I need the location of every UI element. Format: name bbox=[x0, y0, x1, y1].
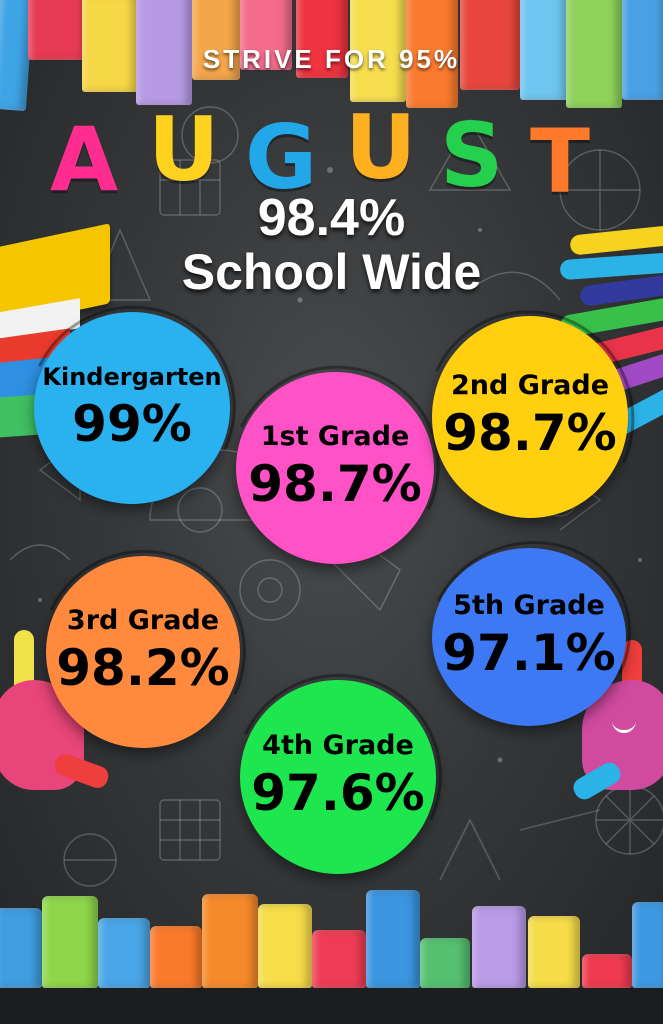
grade-name: 3rd Grade bbox=[66, 605, 220, 636]
bottom-chalk-row bbox=[0, 890, 663, 990]
bottom-edge-strip bbox=[0, 988, 663, 1024]
tagline: STRIVE FOR 95% bbox=[202, 44, 461, 74]
chalk-stick bbox=[528, 916, 580, 988]
month-letter: T bbox=[530, 110, 591, 213]
chalk-stick bbox=[202, 894, 258, 988]
grade-percentage: 97.1% bbox=[442, 624, 616, 682]
grade-percentage: 97.6% bbox=[251, 764, 425, 822]
chalk-stick bbox=[0, 908, 42, 988]
grade-percentage: 98.7% bbox=[248, 455, 422, 513]
chalk-stick bbox=[312, 930, 366, 988]
grade-name: 5th Grade bbox=[453, 590, 605, 621]
chalk-stick bbox=[406, 0, 458, 108]
chalk-stick bbox=[98, 918, 150, 988]
grade-name: 2nd Grade bbox=[450, 370, 610, 401]
chalk-stick bbox=[582, 954, 632, 988]
grade-name: 1st Grade bbox=[260, 421, 410, 452]
month-letter: U bbox=[345, 96, 417, 199]
grade-circle-3rd-grade: 3rd Grade 98.2% bbox=[46, 556, 240, 748]
grade-circle-kindergarten: Kindergarten 99% bbox=[34, 312, 230, 504]
grade-circle-4th-grade: 4th Grade 97.6% bbox=[240, 680, 436, 874]
month-letter: S bbox=[440, 104, 504, 207]
chalk-stick bbox=[240, 0, 292, 70]
chalk-stick bbox=[566, 0, 622, 108]
chalk-stick bbox=[472, 906, 526, 988]
month-letter: U bbox=[148, 98, 220, 201]
chalk-stick bbox=[622, 0, 663, 100]
grade-name: 4th Grade bbox=[262, 730, 414, 761]
grade-circle-2nd-grade: 2nd Grade 98.7% bbox=[432, 316, 628, 518]
grade-circle-5th-grade: 5th Grade 97.1% bbox=[432, 548, 626, 726]
month-letter: G bbox=[245, 106, 318, 209]
chalk-stick bbox=[420, 938, 470, 988]
chalk-stick bbox=[258, 904, 312, 988]
chalk-stick bbox=[520, 0, 568, 100]
school-wide-percentage: 98.4% bbox=[257, 189, 406, 247]
top-chalk-row bbox=[0, 0, 663, 112]
chalk-stick bbox=[150, 926, 202, 988]
grade-percentage: 99% bbox=[72, 395, 192, 453]
chalk-stick bbox=[460, 0, 520, 90]
month-letter: A bbox=[50, 108, 119, 211]
chalk-stick bbox=[192, 0, 240, 80]
chalk-stick bbox=[350, 0, 406, 102]
chalk-stick bbox=[632, 902, 663, 988]
grade-percentage: 98.7% bbox=[443, 404, 617, 462]
chalk-stick bbox=[42, 896, 98, 988]
month-title: A U G U S T bbox=[40, 98, 640, 207]
grade-percentage: 98.2% bbox=[56, 639, 230, 697]
chalk-stick bbox=[366, 890, 420, 988]
chalk-stick bbox=[82, 0, 138, 92]
chalk-stick bbox=[296, 0, 348, 78]
chalk-stick bbox=[136, 0, 192, 105]
school-wide-label: School Wide bbox=[181, 244, 482, 300]
grade-circle-1st-grade: 1st Grade 98.7% bbox=[236, 372, 434, 564]
grade-name: Kindergarten bbox=[42, 363, 222, 391]
chalk-stick bbox=[28, 0, 88, 60]
